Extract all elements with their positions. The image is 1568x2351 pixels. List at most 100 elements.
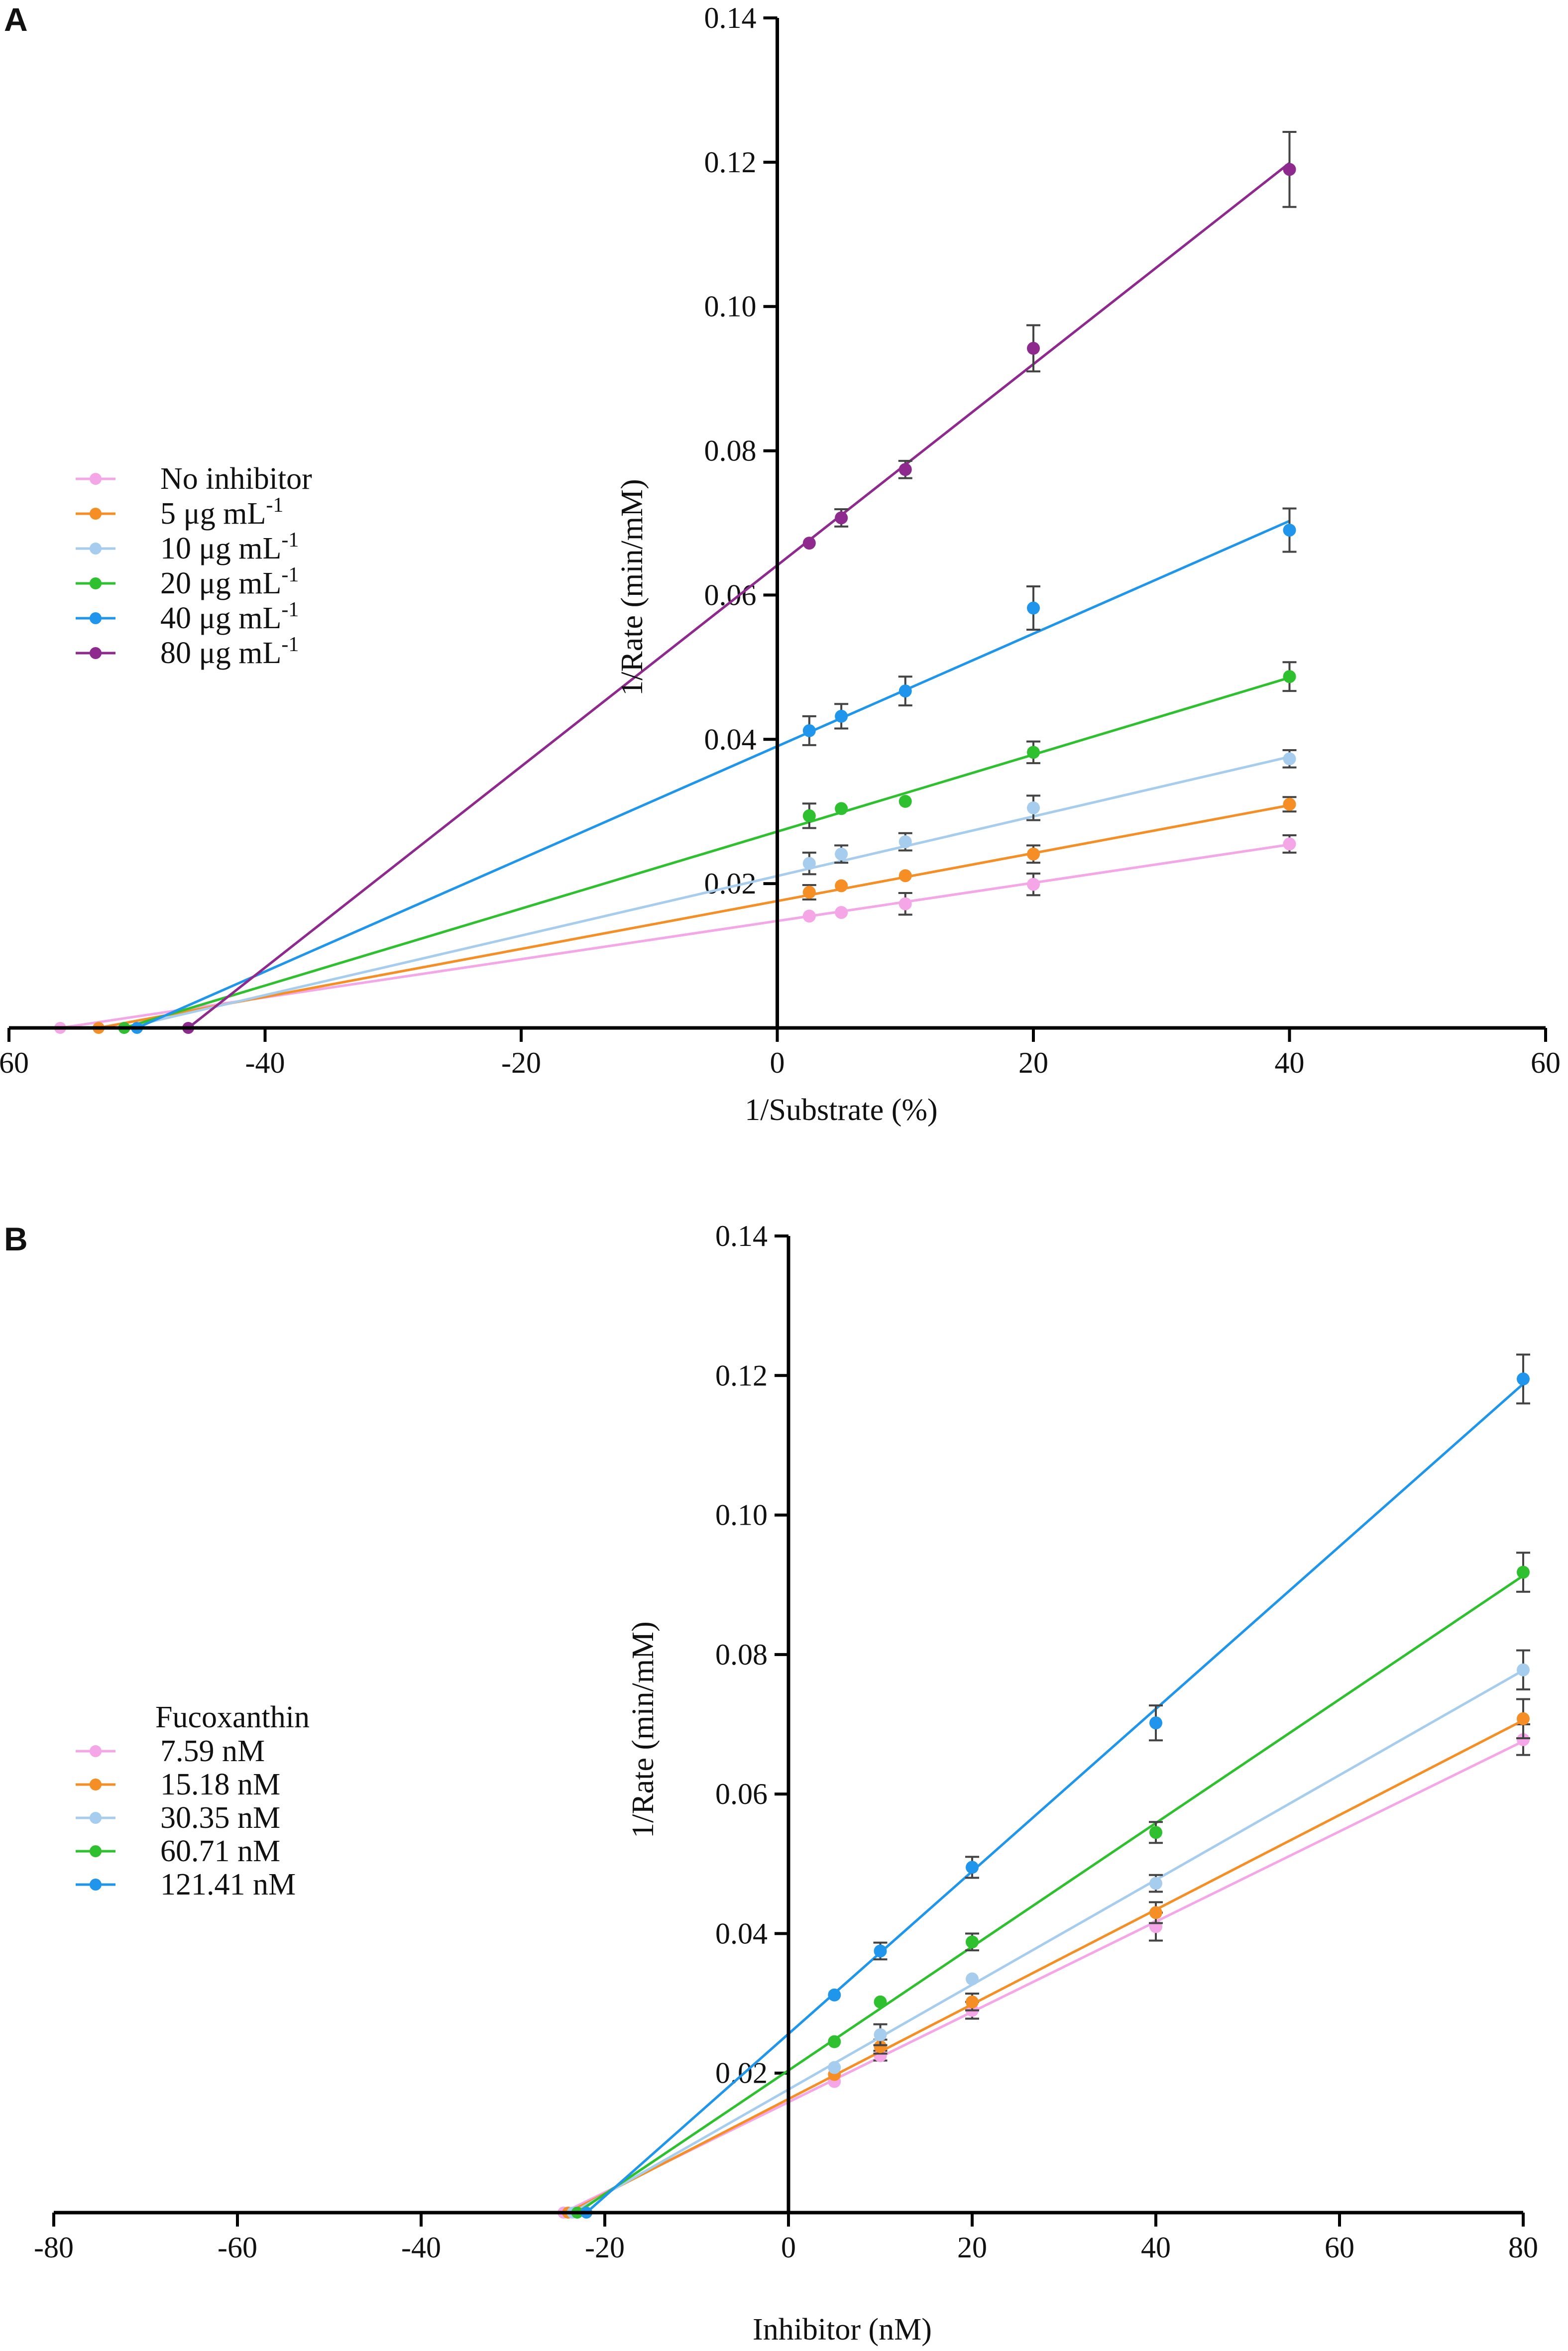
panel-a-data-point xyxy=(1027,847,1040,861)
panel-b-data-point xyxy=(966,1972,979,1986)
panel-b-plot-area xyxy=(557,1353,1530,2219)
panel-a-data-point xyxy=(802,909,816,923)
panel-b-fit-line xyxy=(576,1574,1524,2214)
panel-b-x-tick-label: -40 xyxy=(401,2231,441,2264)
panel-a-y-tick-label: 0.14 xyxy=(704,1,757,34)
panel-b-data-point xyxy=(966,1861,979,1874)
panel-a-plot-area xyxy=(54,130,1297,1034)
panel-a-legend-label-superscript: -1 xyxy=(281,633,299,656)
panel-b-x-ticks: -80 -60 -40 -20 0 20 40 60 80 xyxy=(34,2213,1538,2264)
panel-a-data-point xyxy=(1283,752,1296,766)
panel-a-data-point xyxy=(802,809,816,822)
panel-b-data-point xyxy=(828,1988,841,2002)
panel-a-x-tick-label: -40 xyxy=(245,1046,285,1079)
panel-a-data-point xyxy=(1027,601,1040,615)
panel-b-data-point xyxy=(828,2061,841,2074)
panel-a-data-point xyxy=(835,906,848,919)
panel-b-x-axis-title: Inhibitor (nM) xyxy=(753,2313,932,2347)
panel-a-data-point xyxy=(898,463,912,476)
panel-a-series-3 xyxy=(118,661,1297,1034)
panel-b-data-point xyxy=(1149,1906,1162,1919)
panel-b-legend-label: 60.71 nM xyxy=(160,1834,280,1868)
panel-b-data-point xyxy=(1517,1663,1530,1677)
panel-b-legend-title: Fucoxanthin xyxy=(155,1700,310,1734)
panel-a-data-point xyxy=(835,847,848,861)
panel-a-legend-swatch-marker xyxy=(90,473,102,485)
panel-b-legend-swatch-marker xyxy=(90,1812,102,1824)
panel-a-x-tick-label: 0 xyxy=(770,1046,785,1079)
panel-a-legend-label: No inhibitor xyxy=(160,462,312,496)
panel-b-data-point xyxy=(828,2035,841,2048)
panel-b-data-point xyxy=(1149,1826,1162,1839)
panel-b-series-3 xyxy=(571,1552,1530,2219)
panel-a-fit-line xyxy=(98,804,1290,1029)
panel-a-series-4 xyxy=(131,507,1297,1034)
panel-a-x-tick-label: 40 xyxy=(1275,1046,1305,1079)
panel-b-data-point xyxy=(1517,1566,1530,1579)
panel-b-series-2 xyxy=(566,1649,1530,2219)
panel-a-data-point xyxy=(1027,878,1040,891)
panel-b-data-point xyxy=(874,2028,887,2041)
panel-b-legend-label: 121.41 nM xyxy=(160,1868,296,1902)
panel-a-letter: A xyxy=(4,1,28,38)
panel-a-legend-swatch-marker xyxy=(90,543,102,555)
panel-b-y-axis-title: 1/Rate (min/mM) xyxy=(626,1621,660,1838)
panel-a-data-point xyxy=(835,879,848,893)
panel-a-legend-item: 5 μg mL-1 xyxy=(76,494,283,531)
panel-a-data-point xyxy=(898,897,912,910)
panel-a-legend-label: 10 μg mL-1 xyxy=(160,529,299,565)
panel-a-x-ticks: -60 -40 -20 0 20 40 60 xyxy=(0,1028,1561,1079)
panel-b-x-tick-label: -20 xyxy=(585,2231,625,2264)
panel-b-chart: B -80 -60 -40 -20 0 20 40 60 80 0.02 0.04 0.06 0.08… xyxy=(4,1220,1538,2347)
panel-a-data-point xyxy=(1283,523,1296,537)
panel-a-series-1 xyxy=(93,796,1297,1034)
panel-b-y-tick-label: 0.12 xyxy=(715,1359,768,1392)
panel-b-y-tick-label: 0.10 xyxy=(715,1499,768,1532)
panel-b-legend-swatch-marker xyxy=(90,1879,102,1891)
panel-b-legend-item: 15.18 nM xyxy=(76,1768,280,1801)
panel-b-legend-swatch-marker xyxy=(90,1745,102,1757)
panel-a-y-tick-label: 0.06 xyxy=(704,578,757,611)
panel-b-series-1 xyxy=(562,1698,1530,2219)
panel-a-legend-swatch-marker xyxy=(90,647,102,659)
panel-b-y-ticks: 0.02 0.04 0.06 0.08 0.10 0.12 0.14 xyxy=(715,1220,788,2090)
panel-a-x-axis-title: 1/Substrate (%) xyxy=(745,1093,937,1127)
panel-a-data-point xyxy=(898,835,912,849)
panel-a-fit-line xyxy=(123,755,1290,1029)
panel-a-legend-label: 20 μg mL-1 xyxy=(160,563,299,600)
panel-b-x-tick-label: 20 xyxy=(957,2231,987,2264)
panel-a-legend-item: 10 μg mL-1 xyxy=(76,529,299,565)
panel-a-legend-swatch-marker xyxy=(90,577,102,589)
panel-a-y-ticks: 0.020.040.060.080.100.120.14 xyxy=(704,1,778,900)
panel-a-data-point xyxy=(802,857,816,870)
panel-a-data-point xyxy=(1283,797,1296,811)
panel-a-data-point xyxy=(802,537,816,550)
panel-a-legend-item: 80 μg mL-1 xyxy=(76,633,299,670)
panel-b-fit-line xyxy=(567,1719,1524,2214)
panel-a-legend-label-superscript: -1 xyxy=(266,494,283,517)
panel-a-data-point xyxy=(898,794,912,808)
panel-b-data-point xyxy=(1517,1712,1530,1725)
panel-b-series-0 xyxy=(557,1723,1530,2219)
panel-b-legend-item: 121.41 nM xyxy=(76,1868,296,1902)
panel-b-legend-label: 7.59 nM xyxy=(160,1734,265,1768)
panel-b-data-point xyxy=(966,1995,979,2009)
panel-b-letter: B xyxy=(4,1221,28,1257)
panel-a-y-tick-label: 0.12 xyxy=(704,146,757,179)
panel-a-x-tick-label: -60 xyxy=(0,1046,29,1079)
panel-b-y-tick-label: 0.02 xyxy=(715,2057,768,2090)
panel-a-legend-item: 40 μg mL-1 xyxy=(76,598,299,635)
panel-a-data-point xyxy=(1283,837,1296,851)
panel-a-data-point xyxy=(1283,163,1296,176)
panel-b-y-tick-label: 0.14 xyxy=(715,1220,768,1252)
panel-a-data-point xyxy=(802,724,816,737)
panel-a-data-point xyxy=(1027,746,1040,759)
panel-b-data-point xyxy=(874,2040,887,2053)
panel-b-fit-line xyxy=(585,1383,1524,2214)
panel-b-x-tick-label: 40 xyxy=(1141,2231,1171,2264)
panel-a-legend-item: 20 μg mL-1 xyxy=(76,563,299,600)
panel-b-fit-line xyxy=(562,1740,1524,2214)
panel-a-fit-line xyxy=(187,162,1291,1029)
